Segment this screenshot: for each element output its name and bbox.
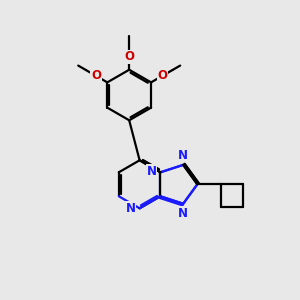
Text: N: N bbox=[126, 202, 136, 215]
Text: N: N bbox=[146, 165, 157, 178]
Text: N: N bbox=[178, 149, 188, 162]
Text: O: O bbox=[124, 50, 134, 63]
Text: O: O bbox=[158, 69, 167, 82]
Text: N: N bbox=[178, 207, 188, 220]
Text: O: O bbox=[91, 69, 101, 82]
